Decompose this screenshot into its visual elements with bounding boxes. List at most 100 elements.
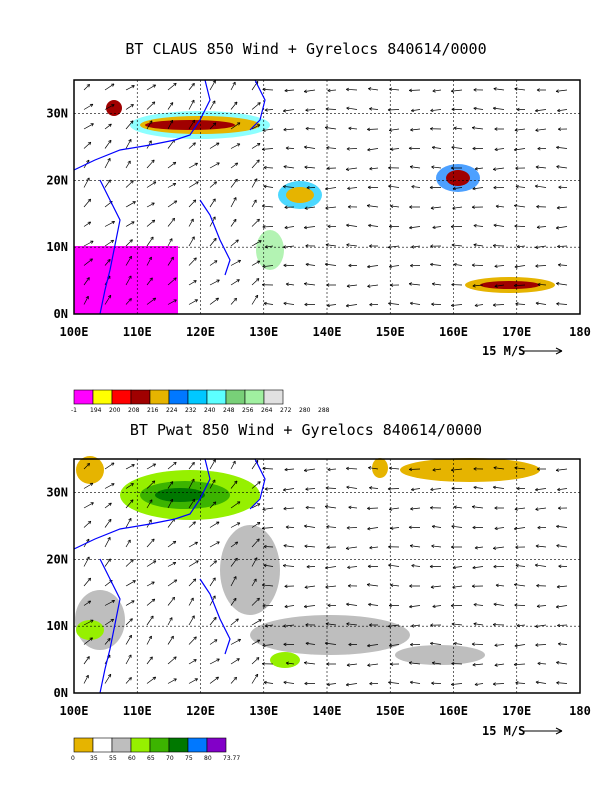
wind-vector [451, 468, 463, 471]
panel1-vector-ref-label: 15 M/S [482, 344, 525, 358]
wind-vector [451, 623, 463, 626]
wind-vector [452, 566, 463, 568]
colorbar-swatch [73, 389, 94, 405]
wind-vector [431, 166, 442, 169]
colorbar-swatch [187, 737, 208, 753]
wind-vector [230, 259, 241, 266]
wind-vector [346, 546, 358, 549]
wind-vector [167, 635, 174, 645]
wind-vector [283, 507, 295, 510]
wind-vector [304, 146, 316, 149]
wind-vector [251, 673, 259, 684]
wind-vector [346, 88, 358, 91]
wind-vector [283, 624, 295, 627]
wind-vector [262, 265, 274, 268]
wind-vector [494, 284, 505, 287]
wind-vector [537, 605, 547, 607]
wind-vector [263, 681, 274, 684]
wind-vector [104, 239, 114, 247]
wind-vector [104, 537, 111, 548]
wind-vector [452, 206, 463, 209]
wind-vector [188, 615, 195, 626]
panel1-frame [73, 79, 581, 315]
wind-vector [146, 581, 155, 587]
wind-vector [493, 88, 505, 91]
wind-vector [367, 527, 379, 530]
wind-vector [325, 127, 337, 130]
wind-vector [388, 681, 400, 684]
wind-vector [251, 522, 261, 528]
wind-vector [83, 296, 89, 305]
wind-vector [451, 525, 463, 528]
wind-vector [325, 506, 337, 509]
wind-vector [188, 257, 197, 266]
wind-vector [409, 283, 421, 286]
wind-vector [283, 681, 295, 684]
wind-vector [325, 487, 337, 489]
wind-vector [167, 217, 175, 227]
wind-vector [535, 245, 547, 248]
lon-tick-label: 150E [376, 704, 405, 718]
colorbar-swatch [187, 389, 208, 405]
wind-vector [146, 560, 157, 567]
wind-vector [83, 482, 94, 489]
wind-vector [558, 643, 568, 645]
wind-vector [411, 109, 421, 112]
wind-vector [125, 580, 136, 587]
panel1-map: 100E 110E 120E 130E 140E 150E 160E 170E 180 0N 10… [46, 79, 591, 414]
wind-vector [83, 520, 92, 528]
lon-tick-label: 100E [60, 704, 89, 718]
wind-vector [146, 236, 154, 247]
colorbar-label: 240 [204, 407, 216, 414]
wind-vector [327, 468, 337, 471]
wind-vector [326, 526, 337, 528]
wind-vector [367, 644, 379, 647]
wind-vector [83, 221, 91, 227]
wind-vector [304, 605, 316, 608]
colorbar-label: 248 [223, 407, 235, 414]
panel2-frame [73, 458, 581, 694]
wind-vector [188, 462, 195, 470]
wind-vector [410, 507, 421, 510]
wind-vector [209, 459, 216, 470]
wind-vector [104, 179, 111, 188]
wind-vector [230, 297, 237, 305]
wind-vector [514, 88, 526, 91]
wind-vector [230, 279, 240, 286]
wind-vector [535, 488, 547, 491]
wind-vector [188, 498, 196, 509]
wind-vector [125, 180, 134, 188]
wind-vector [327, 89, 337, 92]
wind-vector [473, 225, 484, 227]
wind-vector [410, 545, 421, 548]
colorbar-label: 232 [185, 407, 197, 414]
wind-vector [167, 102, 174, 110]
wind-vector [494, 663, 505, 666]
wind-vector [251, 143, 261, 149]
wind-vector [556, 303, 568, 305]
wind-vector [188, 560, 199, 567]
wind-vector [325, 566, 337, 569]
wind-vector [325, 585, 337, 588]
lat-tick-label: 10N [46, 240, 68, 254]
wind-vector [304, 206, 316, 209]
wind-vector [83, 600, 91, 606]
wind-vector [535, 265, 547, 267]
wind-vector [125, 160, 131, 169]
colorbar-label: 35 [90, 755, 98, 762]
lon-tick-label: 120E [186, 704, 215, 718]
wind-vector [494, 265, 505, 267]
wind-vector [125, 221, 135, 227]
colorbar-label: 0 [71, 755, 75, 762]
colorbar-label: 70 [166, 755, 174, 762]
wind-vector [305, 128, 316, 130]
wind-vector [251, 278, 260, 286]
colorbar-label: 208 [128, 407, 140, 414]
wind-vector [188, 280, 197, 286]
wind-vector [514, 644, 526, 647]
wind-vector [167, 540, 177, 548]
wind-vector [451, 304, 463, 306]
wind-vector [325, 108, 337, 110]
wind-vector [104, 221, 115, 227]
wind-vector [493, 486, 505, 489]
